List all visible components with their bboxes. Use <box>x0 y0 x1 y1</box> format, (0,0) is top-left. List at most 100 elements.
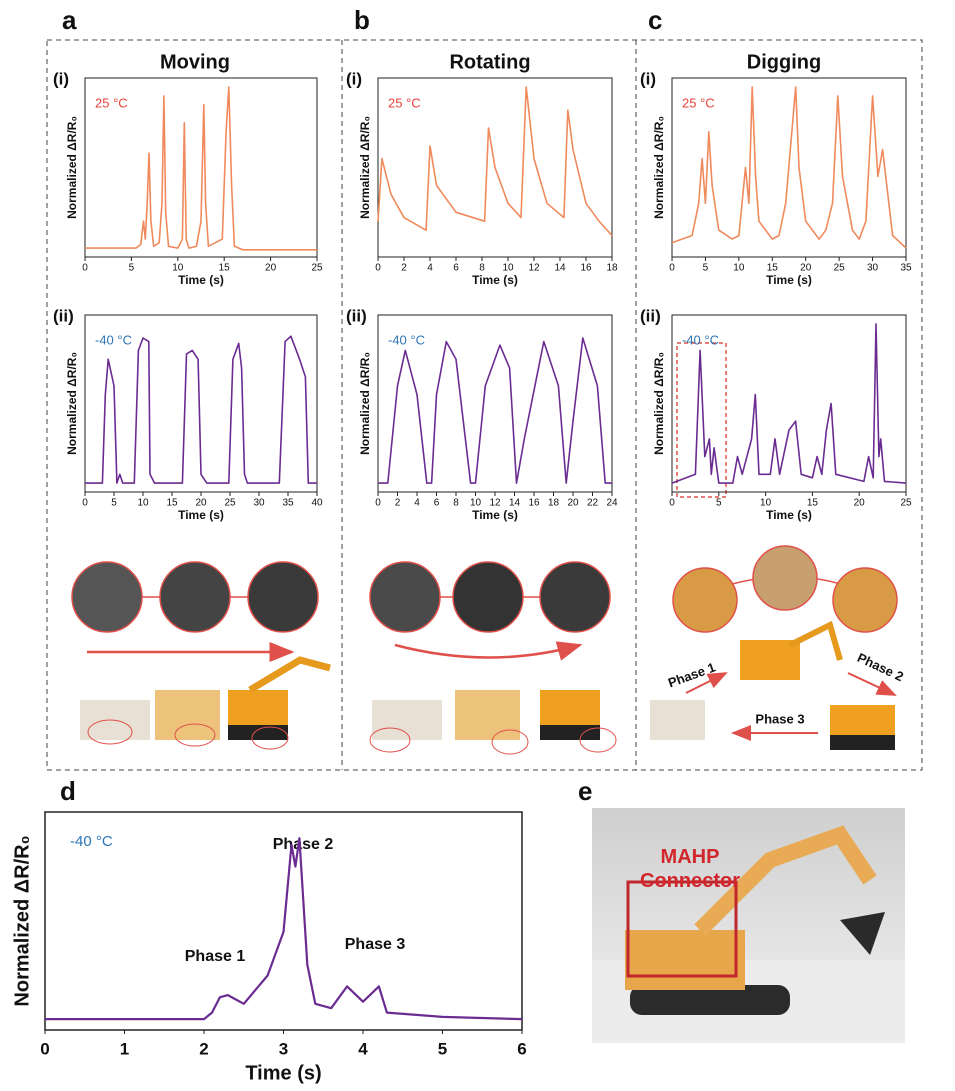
panel-letter: e <box>578 776 592 806</box>
plot-frame <box>671 314 907 493</box>
x-tick-label: 30 <box>867 263 879 274</box>
x-tick-label: 2 <box>395 498 401 509</box>
x-tick-label: 20 <box>195 498 207 509</box>
highlight-box <box>676 342 727 498</box>
panel-index: (i) <box>53 69 69 88</box>
x-axis-label: Time (s) <box>472 273 518 287</box>
x-tick-label: 20 <box>800 263 812 274</box>
x-tick-label: 15 <box>166 498 178 509</box>
data-line <box>671 323 907 484</box>
plot-frame <box>671 77 907 258</box>
x-tick-label: 10 <box>470 498 482 509</box>
panel-letter: a <box>62 5 77 35</box>
x-axis-label: Time (s) <box>178 273 224 287</box>
x-tick-label: 12 <box>528 263 540 274</box>
photo-digging <box>650 545 898 750</box>
x-tick-label: 12 <box>489 498 501 509</box>
x-tick-label: 20 <box>854 498 866 509</box>
x-tick-label: 5 <box>703 263 709 274</box>
column-title: Rotating <box>449 51 530 73</box>
panel-letter: d <box>60 776 76 806</box>
x-tick-label: 2 <box>401 263 407 274</box>
x-axis-label: Time (s) <box>766 273 812 287</box>
x-axis-label: Time (s) <box>472 508 518 522</box>
panel-index: (ii) <box>640 306 661 325</box>
data-line <box>85 335 317 484</box>
x-tick-label: 5 <box>111 498 117 509</box>
x-axis-label: Time (s) <box>178 508 224 522</box>
column-title: Moving <box>160 51 230 73</box>
y-axis-label: Normalized ΔR/R₀ <box>358 352 372 455</box>
x-tick-label: 0 <box>669 263 675 274</box>
x-tick-label: 14 <box>509 498 521 509</box>
x-tick-label: 30 <box>253 498 265 509</box>
x-tick-label: 8 <box>453 498 459 509</box>
phase-label: Phase 1 <box>185 948 246 965</box>
x-tick-label: 10 <box>760 498 772 509</box>
x-tick-label: 18 <box>606 263 618 274</box>
x-tick-label: 0 <box>82 263 88 274</box>
phase-label: Phase 3 <box>755 711 804 726</box>
data-line <box>85 86 317 251</box>
panel-letter: b <box>354 5 370 35</box>
x-tick-label: 15 <box>219 263 231 274</box>
x-tick-label: 35 <box>282 498 294 509</box>
x-tick-label: 8 <box>479 263 485 274</box>
x-tick-label: 25 <box>311 263 323 274</box>
y-axis-label: Normalized ΔR/R₀ <box>652 352 666 455</box>
phase-label: Phase 2 <box>273 836 334 853</box>
x-tick-label: 16 <box>580 263 592 274</box>
temperature-label: 25 °C <box>682 95 715 110</box>
x-tick-label: 10 <box>172 263 184 274</box>
y-axis-label: Normalized ΔR/R₀ <box>358 116 372 219</box>
x-tick-label: 10 <box>137 498 149 509</box>
temperature-label: -40 °C <box>388 332 425 347</box>
x-tick-label: 25 <box>834 263 846 274</box>
x-tick-label: 35 <box>900 263 912 274</box>
x-tick-label: 15 <box>767 263 779 274</box>
temperature-label: 25 °C <box>95 95 128 110</box>
x-tick-label: 6 <box>453 263 459 274</box>
x-tick-label: 25 <box>224 498 236 509</box>
x-tick-label: 5 <box>716 498 722 509</box>
x-tick-label: 4 <box>358 1039 368 1058</box>
x-tick-label: 5 <box>129 263 135 274</box>
x-tick-label: 1 <box>120 1039 129 1058</box>
photo-rotating <box>369 561 617 755</box>
x-tick-label: 40 <box>311 498 323 509</box>
column-title: Digging <box>747 51 821 73</box>
plot-frame <box>84 77 318 258</box>
data-line <box>377 86 613 237</box>
x-axis-label: Time (s) <box>245 1062 321 1084</box>
panel-index: (i) <box>640 69 656 88</box>
x-tick-label: 22 <box>587 498 599 509</box>
x-tick-label: 20 <box>265 263 277 274</box>
x-tick-label: 6 <box>517 1039 526 1058</box>
x-tick-label: 25 <box>900 498 912 509</box>
x-tick-label: 3 <box>279 1039 288 1058</box>
x-tick-label: 2 <box>199 1039 208 1058</box>
x-tick-label: 15 <box>807 498 819 509</box>
data-line <box>671 86 907 249</box>
x-tick-label: 0 <box>375 263 381 274</box>
x-tick-label: 6 <box>434 498 440 509</box>
panel-frames <box>46 39 923 771</box>
temperature-label: -40 °C <box>682 332 719 347</box>
phase-label: Phase 1 <box>666 660 717 691</box>
phase-label: Phase 3 <box>345 936 406 953</box>
x-tick-label: 16 <box>528 498 540 509</box>
x-tick-label: 0 <box>669 498 675 509</box>
x-tick-label: 18 <box>548 498 560 509</box>
x-tick-label: 0 <box>82 498 88 509</box>
data-line <box>45 837 523 1021</box>
photo-excavator <box>592 808 905 1043</box>
y-axis-label: Normalized ΔR/R₀ <box>11 835 33 1006</box>
x-tick-label: 4 <box>427 263 433 274</box>
panel-index: (i) <box>346 69 362 88</box>
x-tick-label: 14 <box>554 263 566 274</box>
plot-frame <box>377 77 613 258</box>
x-tick-label: 4 <box>414 498 420 509</box>
panel-letter: c <box>648 5 662 35</box>
temperature-label: 25 °C <box>388 95 421 110</box>
